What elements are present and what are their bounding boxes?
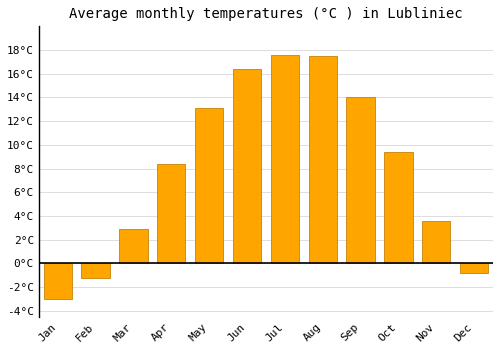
Bar <box>460 264 488 273</box>
Bar <box>270 55 299 264</box>
Bar <box>233 69 261 264</box>
Bar <box>384 152 412 264</box>
Bar <box>346 97 375 264</box>
Bar <box>195 108 224 264</box>
Bar <box>44 264 72 299</box>
Bar <box>422 221 450 264</box>
Bar <box>157 164 186 264</box>
Bar <box>119 229 148 264</box>
Bar <box>308 56 337 264</box>
Bar <box>82 264 110 278</box>
Title: Average monthly temperatures (°C ) in Lubliniec: Average monthly temperatures (°C ) in Lu… <box>69 7 462 21</box>
